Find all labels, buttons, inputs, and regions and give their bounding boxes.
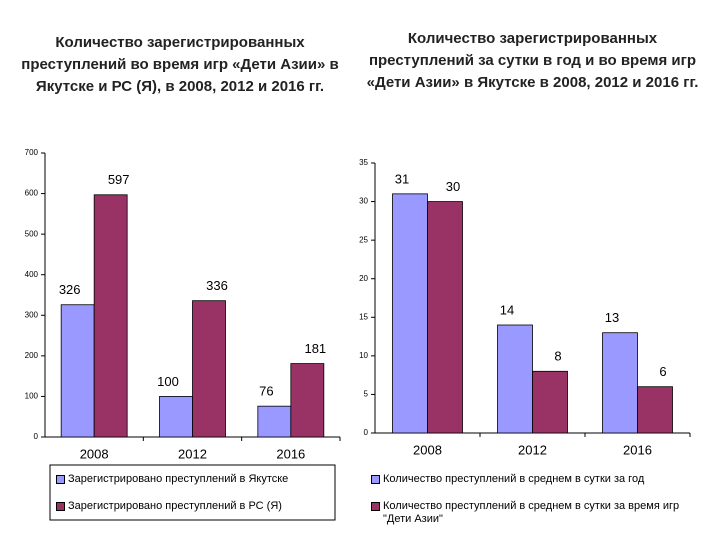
y-tick-label: 100 bbox=[25, 392, 39, 401]
legend-label: Количество преступлений в среднем в сутк… bbox=[383, 500, 680, 525]
chart-title: Количество зарегистрированных преступлен… bbox=[366, 30, 699, 91]
bar bbox=[392, 193, 428, 434]
y-tick-label: 400 bbox=[25, 270, 39, 279]
data-label: 31 bbox=[395, 171, 409, 186]
data-label: 13 bbox=[605, 310, 619, 325]
bar bbox=[93, 194, 128, 438]
y-tick-label: 35 bbox=[359, 158, 368, 167]
bar bbox=[60, 304, 95, 438]
bar bbox=[427, 201, 463, 434]
y-tick-label: 500 bbox=[25, 229, 39, 238]
x-tick-label: 2008 bbox=[413, 442, 442, 457]
y-tick-label: 200 bbox=[25, 351, 39, 360]
y-tick-label: 20 bbox=[359, 274, 368, 283]
data-label: 597 bbox=[108, 172, 130, 187]
legend-label: Зарегистрировано преступлений в РС (Я) bbox=[68, 500, 282, 512]
data-label: 336 bbox=[206, 278, 228, 293]
bar bbox=[159, 396, 193, 438]
x-tick-label: 2012 bbox=[518, 442, 547, 457]
y-tick-label: 30 bbox=[359, 197, 368, 206]
legend-swatch bbox=[56, 502, 65, 511]
data-label: 76 bbox=[259, 384, 273, 399]
data-label: 8 bbox=[554, 349, 561, 364]
data-label: 100 bbox=[157, 374, 179, 389]
bar bbox=[257, 405, 292, 438]
bar bbox=[532, 370, 568, 434]
y-tick-label: 0 bbox=[364, 428, 369, 437]
legend-box bbox=[49, 464, 336, 521]
data-label: 326 bbox=[59, 282, 81, 297]
data-label: 6 bbox=[659, 364, 666, 379]
y-tick-label: 15 bbox=[359, 312, 368, 321]
data-label: 181 bbox=[304, 341, 326, 356]
y-tick-label: 25 bbox=[359, 235, 368, 244]
bar bbox=[637, 386, 673, 434]
y-tick-label: 300 bbox=[25, 310, 39, 319]
legend-swatch bbox=[56, 475, 65, 484]
y-tick-label: 600 bbox=[25, 189, 39, 198]
bar bbox=[602, 332, 638, 434]
bar bbox=[497, 324, 533, 434]
y-tick-label: 700 bbox=[25, 148, 39, 157]
y-tick-label: 5 bbox=[364, 390, 369, 399]
x-tick-label: 2016 bbox=[623, 442, 652, 457]
bar bbox=[192, 300, 226, 438]
bar bbox=[290, 363, 325, 438]
y-tick-label: 10 bbox=[359, 351, 368, 360]
data-label: 14 bbox=[500, 302, 514, 317]
x-tick-label: 2016 bbox=[276, 446, 305, 461]
chart-title: Количество зарегистрированных преступлен… bbox=[21, 34, 339, 95]
legend-label: Зарегистрировано преступлений в Якутске bbox=[68, 473, 289, 485]
legend-swatch bbox=[371, 502, 380, 511]
data-label: 30 bbox=[446, 179, 460, 194]
x-tick-label: 2008 bbox=[80, 446, 109, 461]
x-tick-label: 2012 bbox=[178, 446, 207, 461]
legend-swatch bbox=[371, 475, 380, 484]
y-tick-label: 0 bbox=[34, 432, 39, 441]
legend-label: Количество преступлений в среднем в сутк… bbox=[383, 473, 645, 485]
